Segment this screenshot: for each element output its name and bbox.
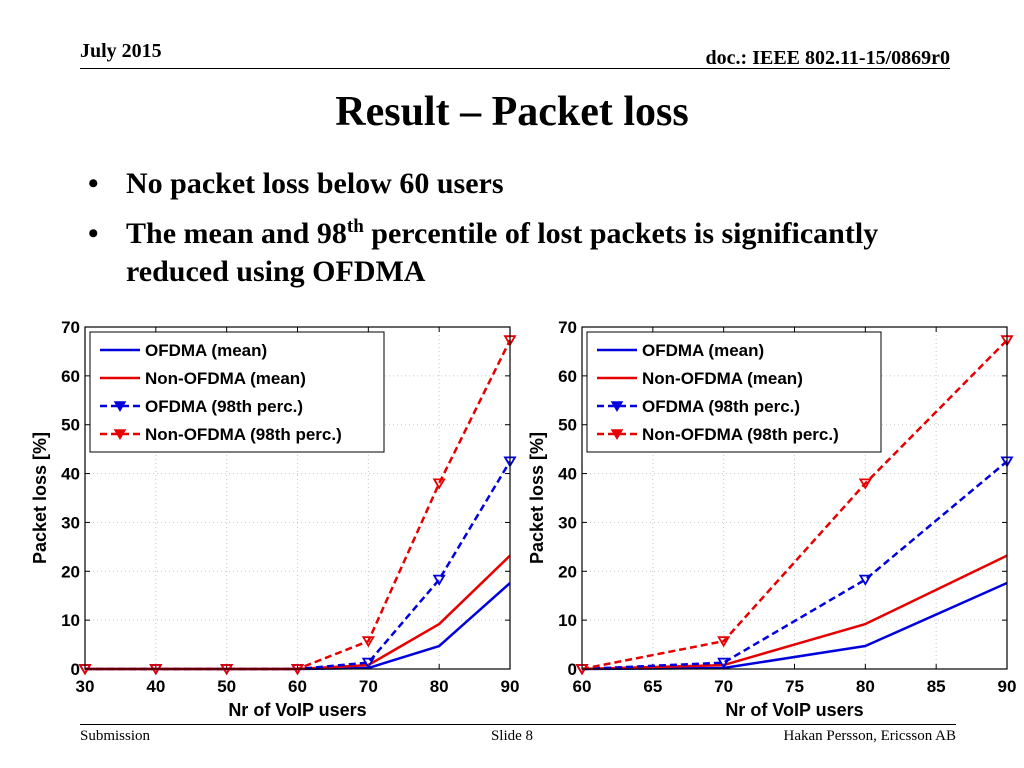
legend-label: OFDMA (98th perc.) — [145, 397, 303, 416]
series-marker — [717, 636, 731, 648]
x-tick-label: 75 — [785, 677, 804, 696]
series-line — [581, 339, 1008, 671]
bullet-superscript: th — [346, 216, 364, 237]
y-tick-label: 0 — [71, 660, 80, 679]
legend: OFDMA (mean) Non-OFDMA (mean) OFDMA (98th … — [586, 331, 882, 453]
x-tick-label: 60 — [288, 677, 307, 696]
legend-label: OFDMA (mean) — [145, 341, 267, 360]
x-tick-label: 40 — [146, 677, 165, 696]
y-tick-label: 50 — [61, 416, 80, 435]
y-axis-label: Packet loss [%] — [527, 432, 547, 564]
header-date: July 2015 — [80, 40, 162, 62]
x-tick-label: 90 — [501, 677, 520, 696]
bullet-text: percentile of lost packets is significan… — [126, 217, 879, 288]
x-tick-label: 70 — [359, 677, 378, 696]
y-tick-label: 30 — [61, 513, 80, 532]
legend-label: OFDMA (98th perc.) — [642, 397, 800, 416]
x-axis-label: Nr of VoIP users — [228, 700, 366, 720]
legend-marker — [610, 429, 624, 440]
footer-slide-number: Slide 8 — [490, 728, 534, 744]
legend-label: OFDMA (mean) — [642, 341, 764, 360]
legend-box — [89, 331, 385, 453]
header-doc-id: doc.: IEEE 802.11-15/0869r0 — [705, 47, 950, 69]
legend-marker — [610, 401, 624, 412]
legend-box — [586, 331, 882, 453]
legend-label: Non-OFDMA (mean) — [642, 369, 803, 388]
packet-loss-chart-zoomed: 60 65 70 75 80 85 90 0 10 20 30 40 50 60 70 OFDMA (mean… — [519, 314, 1019, 724]
legend-label: Non-OFDMA (mean) — [145, 369, 306, 388]
slide-title: Result – Packet loss — [335, 89, 689, 135]
bullet-text: The mean and 98 — [126, 217, 347, 250]
y-tick-label: 10 — [558, 611, 577, 630]
bullet-list: No packet loss below 60 users The mean a… — [84, 165, 944, 303]
y-tick-label: 10 — [61, 611, 80, 630]
footer-divider — [80, 724, 956, 725]
x-tick-label: 65 — [643, 677, 662, 696]
series-marker — [361, 636, 375, 648]
y-tick-label: 0 — [568, 660, 577, 679]
x-tick-label: 30 — [76, 677, 95, 696]
bullet-item: The mean and 98th percentile of lost pac… — [84, 215, 944, 291]
x-tick-label: 80 — [856, 677, 875, 696]
y-tick-label: 50 — [558, 416, 577, 435]
legend-marker — [113, 429, 127, 440]
y-tick-label: 70 — [61, 318, 80, 337]
x-tick-label: 50 — [217, 677, 236, 696]
y-tick-label: 40 — [61, 465, 80, 484]
footer-submission: Submission — [80, 728, 151, 744]
packet-loss-chart-full-range: 30 40 50 60 70 80 90 0 10 20 30 40 50 60 70 OFDMA (mean… — [22, 314, 522, 724]
series-marker — [361, 657, 375, 669]
y-tick-label: 20 — [558, 562, 577, 581]
bullet-text: No packet loss below 60 users — [126, 167, 504, 200]
series-marker — [432, 574, 446, 586]
series-marker — [717, 657, 731, 669]
series-line — [581, 460, 1008, 671]
y-tick-label: 40 — [558, 465, 577, 484]
series-marker — [858, 574, 872, 586]
chart-svg: 60 65 70 75 80 85 90 0 10 20 30 40 50 60 70 OFDMA (mean… — [527, 318, 1017, 720]
x-tick-label: 85 — [927, 677, 946, 696]
axes-frame — [581, 326, 1008, 670]
y-tick-label: 20 — [61, 562, 80, 581]
series-marker — [858, 478, 872, 490]
y-tick-label: 30 — [558, 513, 577, 532]
legend-label: Non-OFDMA (98th perc.) — [642, 425, 839, 444]
axes-frame — [84, 326, 511, 670]
bullet-item: No packet loss below 60 users — [84, 165, 944, 203]
footer-author: Hakan Persson, Ericsson AB — [783, 728, 957, 744]
chart-svg: 30 40 50 60 70 80 90 0 10 20 30 40 50 60 70 OFDMA (mean… — [30, 318, 520, 720]
legend-label: Non-OFDMA (98th perc.) — [145, 425, 342, 444]
legend: OFDMA (mean) Non-OFDMA (mean) OFDMA (98th … — [89, 331, 385, 453]
x-tick-label: 80 — [430, 677, 449, 696]
x-tick-label: 90 — [998, 677, 1017, 696]
y-tick-label: 60 — [558, 367, 577, 386]
x-tick-label: 60 — [573, 677, 592, 696]
y-tick-label: 60 — [61, 367, 80, 386]
x-tick-label: 70 — [714, 677, 733, 696]
series-marker — [432, 478, 446, 490]
x-axis-label: Nr of VoIP users — [725, 700, 863, 720]
legend-marker — [113, 401, 127, 412]
header-divider — [80, 68, 950, 69]
y-tick-label: 70 — [558, 318, 577, 337]
y-axis-label: Packet loss [%] — [30, 432, 50, 564]
